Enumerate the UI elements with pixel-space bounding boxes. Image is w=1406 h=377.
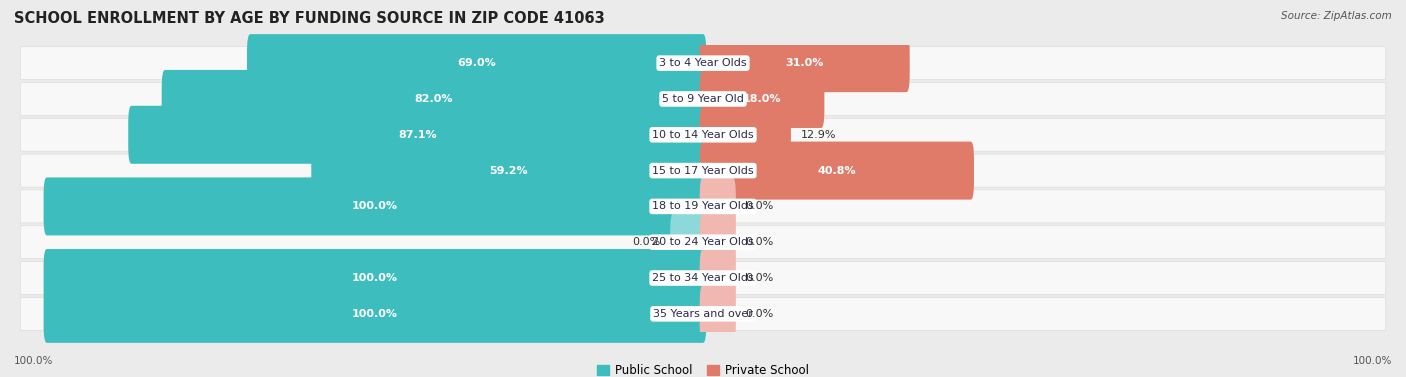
Text: 100.0%: 100.0% xyxy=(352,273,398,283)
Text: 59.2%: 59.2% xyxy=(489,166,529,176)
FancyBboxPatch shape xyxy=(700,249,735,307)
FancyBboxPatch shape xyxy=(700,106,792,164)
Text: 100.0%: 100.0% xyxy=(352,309,398,319)
Text: 100.0%: 100.0% xyxy=(1353,356,1392,366)
FancyBboxPatch shape xyxy=(700,70,824,128)
Text: 82.0%: 82.0% xyxy=(415,94,453,104)
FancyBboxPatch shape xyxy=(700,34,910,92)
FancyBboxPatch shape xyxy=(44,249,706,307)
Text: 12.9%: 12.9% xyxy=(801,130,837,140)
FancyBboxPatch shape xyxy=(44,178,706,235)
Text: 31.0%: 31.0% xyxy=(786,58,824,68)
Text: 35 Years and over: 35 Years and over xyxy=(652,309,754,319)
Text: 15 to 17 Year Olds: 15 to 17 Year Olds xyxy=(652,166,754,176)
FancyBboxPatch shape xyxy=(700,142,974,199)
FancyBboxPatch shape xyxy=(20,297,1386,330)
Text: 20 to 24 Year Olds: 20 to 24 Year Olds xyxy=(652,237,754,247)
Text: 18 to 19 Year Olds: 18 to 19 Year Olds xyxy=(652,201,754,211)
Text: 0.0%: 0.0% xyxy=(633,237,661,247)
Text: 18.0%: 18.0% xyxy=(742,94,782,104)
FancyBboxPatch shape xyxy=(44,285,706,343)
FancyBboxPatch shape xyxy=(162,70,706,128)
Text: 10 to 14 Year Olds: 10 to 14 Year Olds xyxy=(652,130,754,140)
Text: 100.0%: 100.0% xyxy=(14,356,53,366)
FancyBboxPatch shape xyxy=(700,285,735,343)
Text: SCHOOL ENROLLMENT BY AGE BY FUNDING SOURCE IN ZIP CODE 41063: SCHOOL ENROLLMENT BY AGE BY FUNDING SOUR… xyxy=(14,11,605,26)
Text: Source: ZipAtlas.com: Source: ZipAtlas.com xyxy=(1281,11,1392,21)
FancyBboxPatch shape xyxy=(20,226,1386,259)
FancyBboxPatch shape xyxy=(311,142,706,199)
Text: 5 to 9 Year Old: 5 to 9 Year Old xyxy=(662,94,744,104)
Text: 0.0%: 0.0% xyxy=(745,273,773,283)
Text: 0.0%: 0.0% xyxy=(745,201,773,211)
FancyBboxPatch shape xyxy=(20,190,1386,223)
FancyBboxPatch shape xyxy=(20,262,1386,294)
Text: 100.0%: 100.0% xyxy=(352,201,398,211)
FancyBboxPatch shape xyxy=(128,106,706,164)
Text: 25 to 34 Year Olds: 25 to 34 Year Olds xyxy=(652,273,754,283)
FancyBboxPatch shape xyxy=(671,213,706,271)
FancyBboxPatch shape xyxy=(247,34,706,92)
FancyBboxPatch shape xyxy=(700,213,735,271)
Text: 3 to 4 Year Olds: 3 to 4 Year Olds xyxy=(659,58,747,68)
FancyBboxPatch shape xyxy=(20,154,1386,187)
Text: 87.1%: 87.1% xyxy=(398,130,437,140)
FancyBboxPatch shape xyxy=(20,47,1386,80)
Text: 0.0%: 0.0% xyxy=(745,237,773,247)
FancyBboxPatch shape xyxy=(700,178,735,235)
Text: 40.8%: 40.8% xyxy=(817,166,856,176)
Text: 0.0%: 0.0% xyxy=(745,309,773,319)
Legend: Public School, Private School: Public School, Private School xyxy=(598,365,808,377)
Text: 69.0%: 69.0% xyxy=(457,58,496,68)
FancyBboxPatch shape xyxy=(20,118,1386,151)
FancyBboxPatch shape xyxy=(20,83,1386,115)
